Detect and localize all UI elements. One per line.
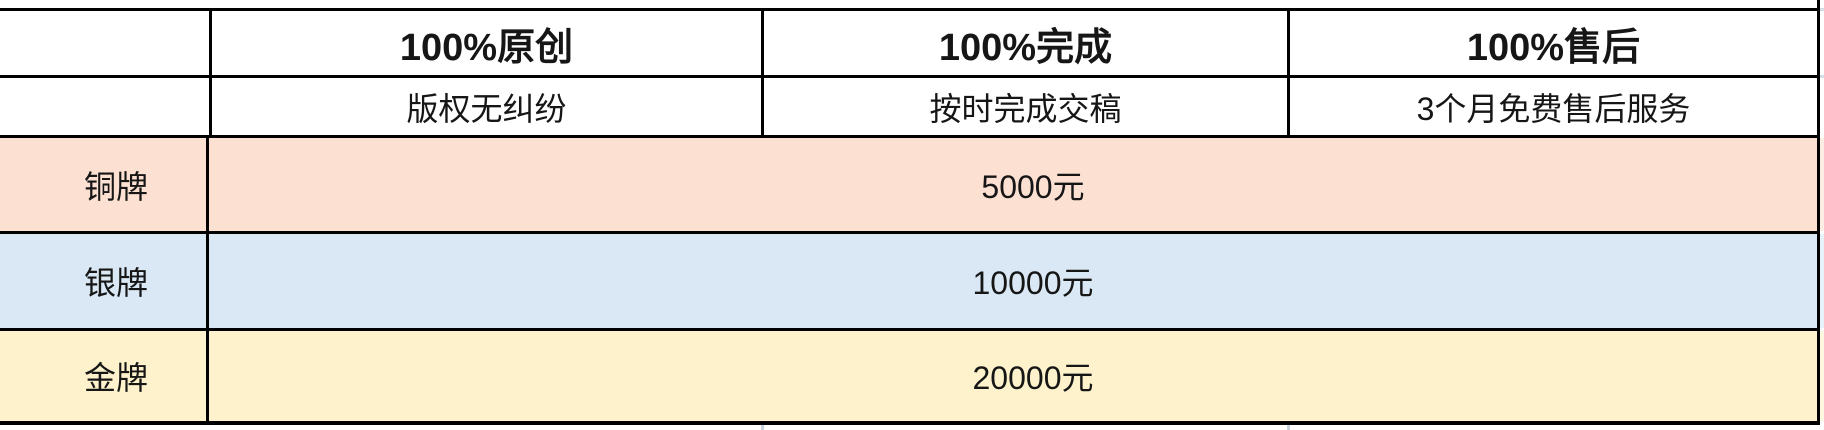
- fill-bleed-bronze: [1820, 138, 1824, 231]
- right-border-extension: [1817, 0, 1820, 8]
- tier-label-silver: 银牌: [0, 231, 209, 328]
- gridline-dash-top: [1820, 8, 1824, 11]
- tier-price-bronze: 5000元: [209, 135, 1817, 231]
- subheader-cell-service: 3个月免费售后服务: [1290, 75, 1817, 135]
- header-cell-original: 100%原创: [209, 8, 764, 75]
- header-cell-aftersale: 100%售后: [1290, 8, 1817, 75]
- tier-price-silver: 10000元: [209, 231, 1817, 328]
- subheader-empty-cell: [0, 75, 209, 135]
- tier-label-bronze: 铜牌: [0, 135, 209, 231]
- gridline-dash-row2: [1820, 75, 1824, 78]
- fill-bleed-silver: [1820, 234, 1824, 328]
- fill-bleed-gold: [1820, 331, 1824, 421]
- corner-empty-cell: [0, 8, 209, 75]
- gridline-tick-col2: [761, 425, 764, 430]
- tier-price-gold: 20000元: [209, 328, 1817, 421]
- gridline-tick-col3: [1287, 425, 1290, 430]
- header-cell-completion: 100%完成: [764, 8, 1290, 75]
- tier-label-gold: 金牌: [0, 328, 209, 421]
- pricing-table: 100%原创 100%完成 100%售后 版权无纠纷 按时完成交稿 3个月免费售…: [0, 8, 1820, 425]
- subheader-cell-copyright: 版权无纠纷: [209, 75, 764, 135]
- subheader-cell-ontime: 按时完成交稿: [764, 75, 1290, 135]
